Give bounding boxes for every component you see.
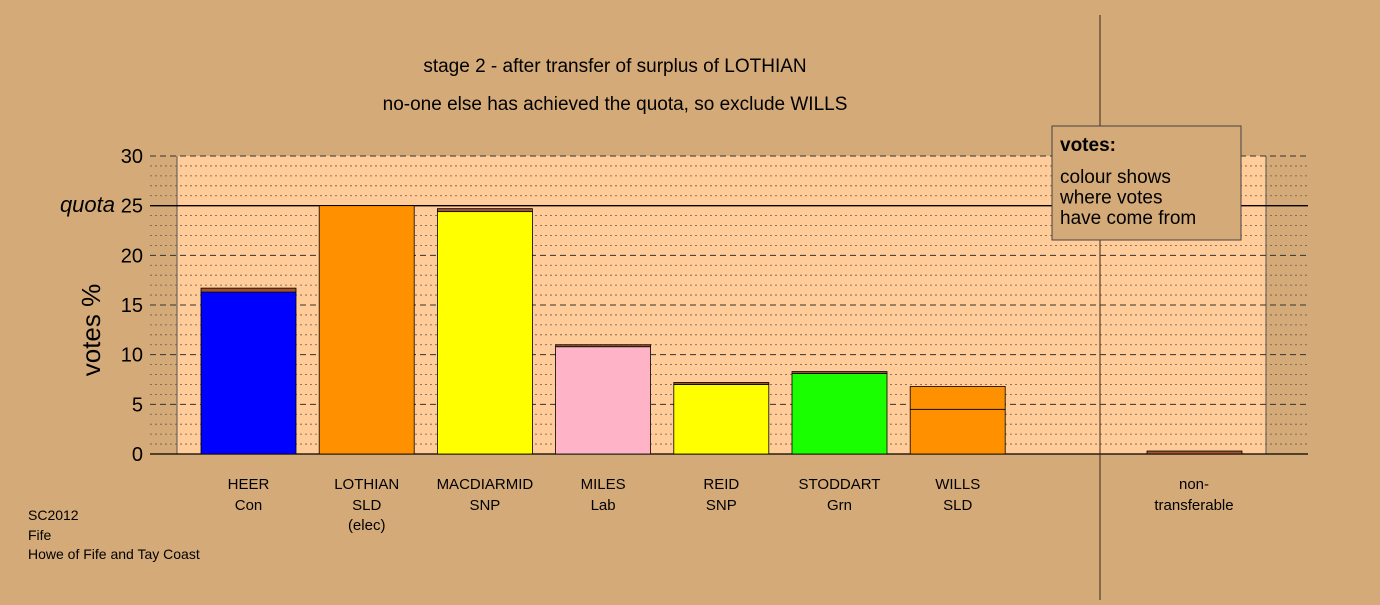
bar-first-preference [909,408,1006,455]
legend-box [1051,125,1242,241]
candidate-party-label: SNP [469,497,500,514]
bar-transfer [791,371,888,374]
candidate-party-label: Con [235,497,263,514]
candidate-name-label: LOTHIAN [334,476,399,493]
non-transferable-label: non- [1179,476,1209,493]
bar-first-preference [791,373,888,455]
legend-line: colour shows [1060,167,1171,188]
footer-line: Howe of Fife and Tay Coast [28,546,200,562]
chart-subtitle: no-one else has achieved the quota, so e… [383,94,848,115]
bar-first-preference [200,291,297,455]
y-tick-label: 5 [132,394,143,416]
legend-title: votes: [1060,135,1116,156]
y-tick-label: 20 [121,245,143,267]
candidate-party-label: Lab [591,497,616,514]
footer-line: SC2012 [28,507,79,523]
candidate-note-label: (elec) [348,517,386,534]
bar-first-preference [318,205,415,455]
legend-line: have come from [1060,208,1196,229]
candidate-name-label: REID [703,476,739,493]
candidate-party-label: SLD [352,497,381,514]
chart-title: stage 2 - after transfer of surplus of L… [423,56,806,77]
bar-first-preference [555,346,651,455]
candidate-party-label: SLD [943,497,972,514]
bar-transfer [673,382,770,385]
candidate-name-label: MACDIARMID [437,476,534,493]
candidate-name-label: STODDART [799,476,881,493]
candidate-name-label: HEER [228,476,270,493]
bar-first-preference [436,211,533,455]
bar-transfer [555,344,651,348]
bar-transfer [200,287,297,293]
candidate-name-label: WILLS [935,476,980,493]
bar-transfer [436,208,533,213]
candidate-party-label: SNP [706,497,737,514]
bar-non-transferable [1146,450,1243,455]
y-tick-label: 15 [121,295,143,317]
non-transferable-label: transferable [1154,497,1233,514]
footer-line: Fife [28,527,52,543]
candidate-name-label: MILES [581,476,626,493]
bar-first-preference [673,384,770,455]
y-tick-label: 25 [121,196,143,218]
quota-label: quota [60,192,115,217]
y-axis-label: votes % [76,284,106,377]
y-tick-label: 30 [121,146,143,168]
bar-transfer [909,386,1006,410]
candidate-party-label: Grn [827,497,852,514]
y-tick-label: 10 [121,345,143,367]
legend-line: where votes [1059,188,1162,209]
y-tick-label: 0 [132,444,143,466]
